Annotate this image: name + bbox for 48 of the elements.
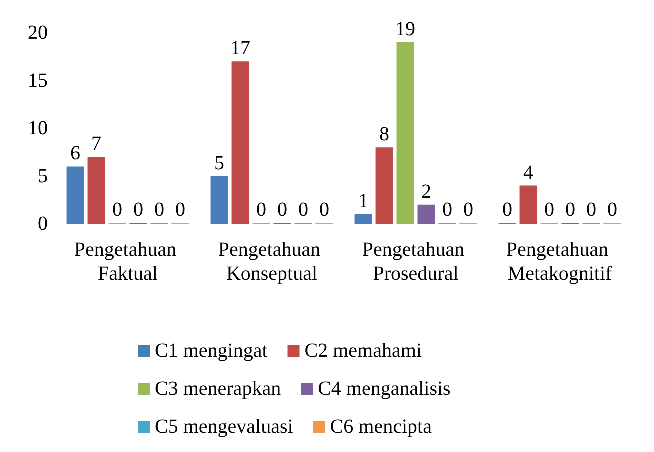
- y-tick-label: 20: [28, 22, 48, 44]
- x-tick-label: Pengetahuan Prosedural: [362, 239, 470, 285]
- x-tick-label: Pengetahuan Konseptual: [218, 239, 326, 285]
- bar: [354, 214, 372, 224]
- data-label: 8: [380, 124, 390, 146]
- bar: [232, 62, 250, 224]
- data-label: 0: [319, 199, 330, 221]
- data-label: 0: [586, 199, 596, 221]
- data-label: 0: [256, 199, 267, 221]
- bar: [396, 42, 414, 224]
- y-tick-label: 15: [28, 70, 48, 92]
- bar: [376, 148, 394, 224]
- legend-label: C1 mengingat: [155, 340, 268, 362]
- bar: [418, 204, 436, 224]
- data-label: 0: [277, 199, 288, 221]
- data-label: 2: [421, 180, 432, 203]
- data-label: 7: [92, 133, 102, 156]
- legend-label: C5 mengevaluasi: [155, 416, 294, 438]
- bar: [88, 157, 106, 224]
- data-label: 0: [463, 199, 474, 221]
- data-label: 1: [358, 190, 369, 212]
- data-label: 0: [565, 199, 576, 221]
- data-label: 19: [396, 18, 416, 41]
- data-label: 0: [175, 199, 186, 221]
- legend-label: C4 menganalisis: [318, 378, 452, 400]
- data-label: 4: [524, 162, 534, 184]
- bar: [66, 166, 84, 224]
- y-tick-label: 5: [38, 165, 48, 188]
- data-label: 0: [607, 199, 618, 221]
- x-tick-label: Pengetahuan Metakognitif: [506, 239, 614, 285]
- data-label: 0: [112, 199, 123, 221]
- legend-label: C3 menerapkan: [155, 378, 282, 400]
- data-label: 0: [544, 199, 555, 221]
- x-tick-label: Pengetahuan Faktual: [74, 239, 182, 285]
- data-label: 0: [133, 199, 144, 221]
- data-label: 0: [442, 199, 452, 221]
- data-label: 6: [70, 142, 81, 165]
- legend-label: C6 mencipta: [330, 416, 432, 438]
- data-label: 0: [298, 199, 308, 221]
- data-label: 17: [230, 38, 251, 60]
- y-tick-label: 0: [38, 213, 48, 235]
- legend-label: C2 memahami: [304, 340, 422, 362]
- bar: [520, 186, 538, 224]
- data-label: 5: [214, 152, 225, 174]
- bar: [210, 176, 228, 224]
- data-label: 0: [154, 199, 164, 221]
- data-label: 0: [502, 199, 513, 221]
- y-tick-label: 10: [28, 118, 48, 140]
